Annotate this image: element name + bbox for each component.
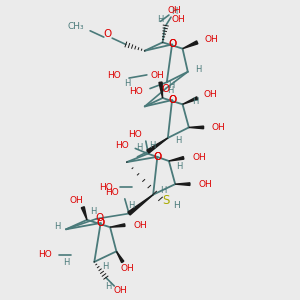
Text: OH: OH xyxy=(204,90,217,99)
Text: OH: OH xyxy=(70,196,83,206)
Text: HO: HO xyxy=(105,188,118,197)
Polygon shape xyxy=(159,82,163,98)
Text: O: O xyxy=(153,152,161,162)
Text: OH: OH xyxy=(167,6,181,15)
Polygon shape xyxy=(169,157,184,161)
Text: H: H xyxy=(102,262,108,271)
Text: H: H xyxy=(90,207,97,216)
Text: H: H xyxy=(157,15,164,24)
Text: OH: OH xyxy=(205,35,218,44)
Text: H: H xyxy=(149,141,155,150)
Text: H: H xyxy=(105,281,111,290)
Text: OH: OH xyxy=(192,153,206,162)
Text: H: H xyxy=(136,143,143,152)
Text: H: H xyxy=(173,201,180,210)
Text: H: H xyxy=(168,81,174,90)
Text: O: O xyxy=(97,218,105,228)
Text: H: H xyxy=(63,258,69,267)
Text: HO: HO xyxy=(100,183,113,192)
Text: OH: OH xyxy=(198,180,212,189)
Text: O: O xyxy=(104,29,112,39)
Text: OH: OH xyxy=(114,286,128,295)
Text: H: H xyxy=(160,186,167,195)
Polygon shape xyxy=(183,41,198,49)
Text: OH: OH xyxy=(120,264,134,273)
Text: HO: HO xyxy=(129,87,142,96)
Text: O: O xyxy=(153,152,161,162)
Text: H: H xyxy=(167,86,173,95)
Text: H: H xyxy=(54,222,61,231)
Polygon shape xyxy=(81,207,87,220)
Text: O: O xyxy=(168,95,176,105)
Text: OH: OH xyxy=(212,123,226,132)
Text: O: O xyxy=(168,39,176,50)
Polygon shape xyxy=(116,251,124,262)
Text: HO: HO xyxy=(115,141,129,150)
Text: H: H xyxy=(128,201,134,210)
Text: CH₃: CH₃ xyxy=(67,22,84,31)
Polygon shape xyxy=(128,195,153,215)
Text: HO: HO xyxy=(128,130,142,139)
Text: S: S xyxy=(162,194,169,207)
Polygon shape xyxy=(183,97,198,104)
Text: H: H xyxy=(175,136,182,145)
Text: OH: OH xyxy=(151,71,164,80)
Text: O: O xyxy=(97,218,105,228)
Text: H: H xyxy=(192,97,198,106)
Text: HO: HO xyxy=(107,71,121,80)
Text: H: H xyxy=(195,65,202,74)
Polygon shape xyxy=(147,138,168,153)
Text: O: O xyxy=(95,213,104,223)
Text: H: H xyxy=(171,8,177,16)
Polygon shape xyxy=(110,224,125,227)
Text: O: O xyxy=(168,95,176,105)
Text: O: O xyxy=(168,39,176,50)
Polygon shape xyxy=(175,183,190,185)
Text: OH: OH xyxy=(171,15,185,24)
Text: HO: HO xyxy=(39,250,52,259)
Text: OH: OH xyxy=(133,220,147,230)
Polygon shape xyxy=(189,126,204,129)
Text: H: H xyxy=(176,162,183,171)
Text: O: O xyxy=(162,84,170,94)
Text: H: H xyxy=(124,79,130,88)
